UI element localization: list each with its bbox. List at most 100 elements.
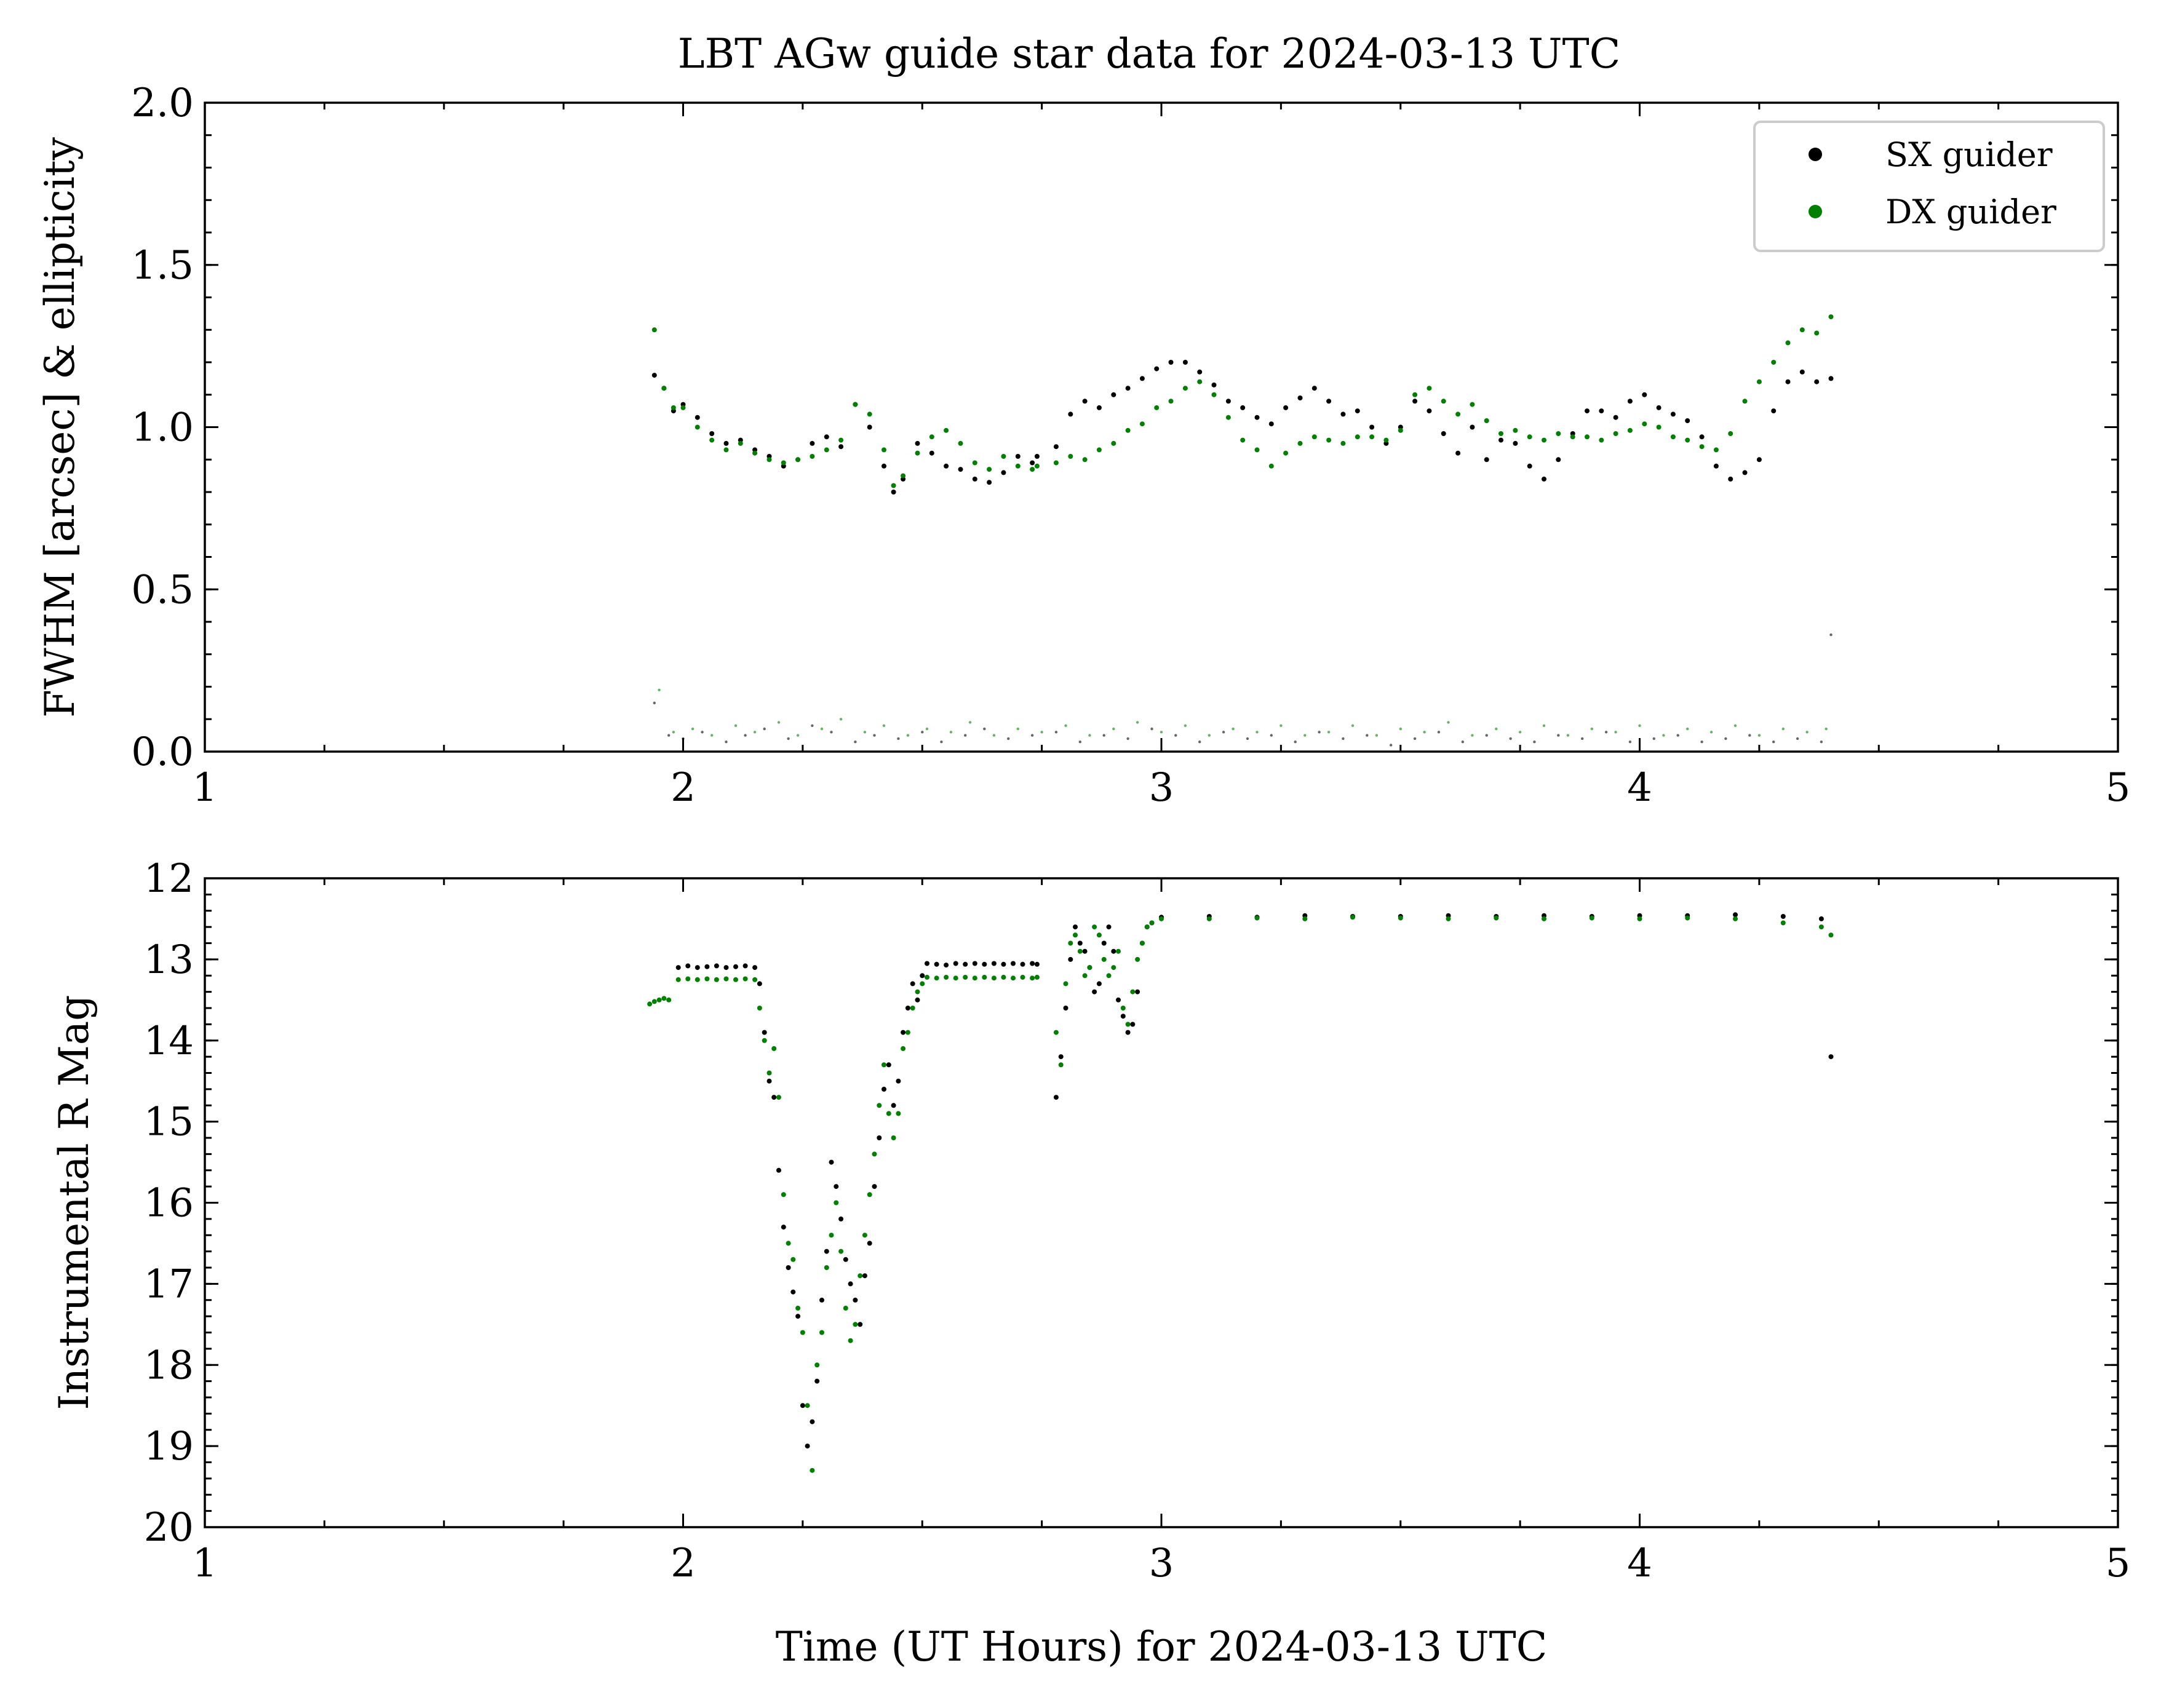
data-point — [1116, 997, 1121, 1003]
data-point — [1064, 724, 1067, 728]
data-point — [814, 1378, 820, 1384]
data-point — [742, 963, 748, 969]
data-point — [1757, 734, 1761, 737]
data-point — [1168, 399, 1174, 404]
data-point — [1724, 737, 1727, 741]
data-point — [1096, 932, 1102, 938]
data-point — [795, 457, 801, 463]
data-point — [1340, 440, 1346, 446]
data-point — [1126, 737, 1129, 741]
data-point — [991, 961, 997, 966]
data-point — [1685, 437, 1690, 443]
data-point — [1130, 989, 1136, 995]
data-point — [896, 1078, 901, 1084]
data-point — [1053, 1030, 1059, 1035]
data-point — [838, 1249, 844, 1254]
data-point — [1585, 408, 1590, 414]
legend-marker-sx — [1809, 148, 1822, 161]
data-point — [944, 427, 949, 433]
data-point — [661, 386, 667, 391]
data-point — [1030, 961, 1035, 966]
data-point — [1799, 369, 1805, 375]
data-point — [820, 727, 824, 731]
data-point — [1585, 434, 1590, 440]
data-point — [1211, 392, 1217, 397]
data-point — [1303, 734, 1307, 737]
data-point — [1613, 431, 1618, 436]
data-point — [1527, 463, 1532, 469]
data-point — [1427, 386, 1432, 391]
data-point — [1030, 734, 1034, 737]
data-point — [1366, 734, 1369, 737]
data-point — [858, 1273, 863, 1279]
data-point — [853, 402, 858, 407]
data-point — [810, 1419, 815, 1424]
data-point — [1096, 447, 1102, 453]
data-point — [1455, 411, 1461, 417]
data-point — [1820, 741, 1823, 744]
data-point — [685, 976, 691, 982]
data-point — [819, 1297, 824, 1303]
data-point — [877, 1103, 882, 1108]
data-point — [1685, 418, 1690, 423]
data-point — [1656, 405, 1662, 410]
y-tick-label: 18 — [144, 1343, 194, 1388]
data-point — [1082, 399, 1088, 404]
data-point — [1713, 447, 1719, 453]
data-point — [1455, 450, 1461, 456]
data-point — [1106, 973, 1112, 979]
data-point — [1198, 741, 1201, 744]
data-point — [1182, 386, 1188, 391]
data-point — [963, 974, 968, 980]
data-point — [1742, 470, 1748, 475]
x-tick-label: 5 — [2106, 1541, 2131, 1586]
data-point — [1111, 392, 1116, 397]
data-point — [843, 1257, 848, 1262]
data-point — [1375, 734, 1379, 737]
data-point — [853, 1322, 858, 1327]
data-point — [1772, 741, 1775, 744]
data-point — [1120, 1006, 1126, 1011]
mag-y-axis-label: Instrumental R Mag — [50, 995, 98, 1410]
data-point — [1805, 731, 1809, 734]
data-point — [1053, 460, 1059, 466]
data-point — [1796, 737, 1799, 741]
data-point — [1246, 737, 1249, 741]
data-point — [1542, 724, 1546, 728]
data-point — [1256, 731, 1259, 734]
data-point — [843, 1305, 848, 1311]
data-point — [1101, 956, 1107, 962]
y-tick-label: 12 — [144, 856, 194, 902]
data-point — [1733, 916, 1738, 921]
data-point — [1771, 360, 1777, 365]
data-point — [963, 961, 968, 967]
data-point — [1542, 916, 1546, 921]
data-point — [1627, 399, 1633, 404]
data-point — [651, 327, 657, 333]
data-point — [800, 1403, 805, 1408]
data-point — [752, 450, 758, 456]
data-point — [694, 415, 700, 420]
data-point — [714, 963, 719, 969]
data-point — [944, 463, 949, 469]
data-point — [838, 437, 844, 443]
legend-label-dx: DX guider — [1885, 193, 2056, 231]
data-point — [834, 1184, 839, 1190]
data-point — [829, 1159, 834, 1165]
data-point — [1311, 386, 1317, 391]
data-point — [819, 1330, 824, 1335]
data-point — [1268, 421, 1274, 427]
data-point — [925, 974, 929, 980]
data-point — [1780, 914, 1786, 919]
data-point — [1814, 330, 1820, 336]
data-point — [810, 440, 815, 446]
data-point — [1225, 415, 1231, 420]
data-point — [1642, 392, 1647, 397]
data-point — [795, 1305, 801, 1311]
data-point — [1149, 920, 1155, 926]
data-point — [1326, 399, 1332, 404]
data-point — [1533, 741, 1536, 744]
data-point — [1054, 731, 1058, 734]
data-point — [1283, 450, 1289, 456]
data-point — [877, 1135, 882, 1140]
